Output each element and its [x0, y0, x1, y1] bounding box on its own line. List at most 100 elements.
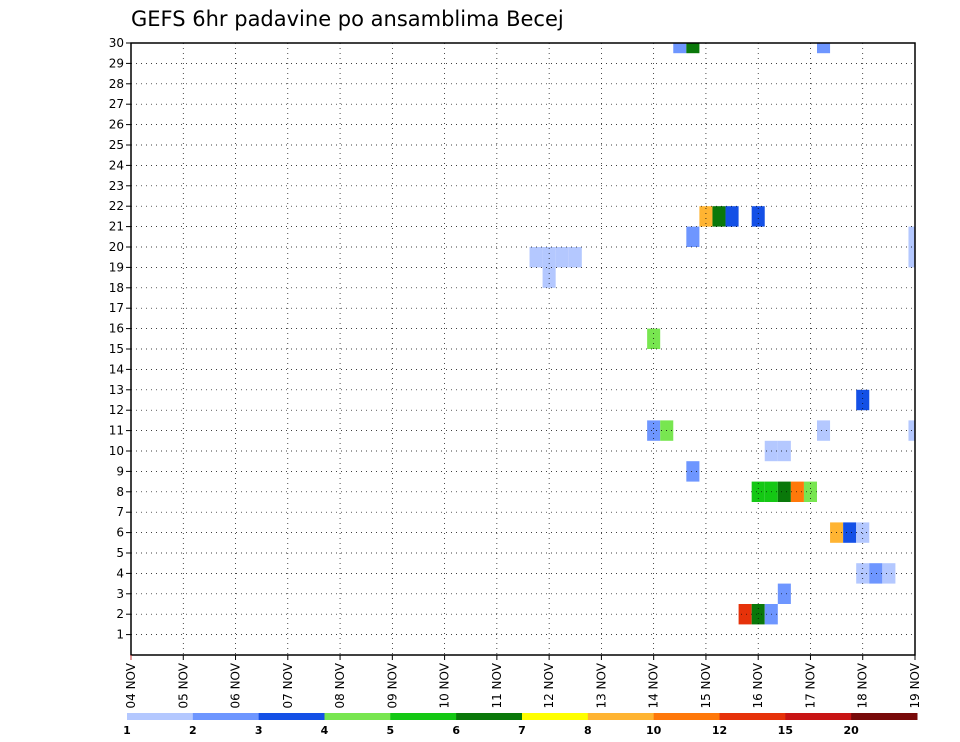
colorbar-label: 7	[518, 724, 526, 737]
precip-cell	[673, 43, 687, 54]
colorbar-swatch	[390, 713, 457, 720]
y-tick-label: 6	[116, 526, 124, 540]
x-tick-label: 16 NOV	[751, 662, 765, 708]
y-tick-label: 3	[116, 587, 124, 601]
precip-cell	[568, 247, 582, 268]
colorbar-label: 15	[778, 724, 793, 737]
x-tick-label: 08 NOV	[333, 662, 347, 708]
y-tick-label: 22	[109, 199, 124, 213]
colorbar-label: 2	[189, 724, 197, 737]
precip-cell	[647, 420, 661, 441]
colorbar-swatch	[851, 713, 918, 720]
colorbar-swatch	[456, 713, 523, 720]
precip-cell	[817, 43, 831, 54]
colorbar-swatch	[324, 713, 391, 720]
precip-cell	[738, 604, 752, 625]
precip-cell	[751, 206, 765, 227]
precip-cell	[699, 206, 713, 227]
y-tick-label: 15	[109, 342, 124, 356]
precip-cell	[777, 583, 791, 604]
colorbar-label: 1	[123, 724, 131, 737]
x-tick-label: 19 NOV	[908, 662, 922, 708]
precip-cell	[555, 247, 569, 268]
x-tick-label: 07 NOV	[281, 662, 295, 708]
y-tick-label: 9	[116, 464, 124, 478]
colorbar-label: 20	[844, 724, 860, 737]
y-tick-label: 11	[109, 424, 124, 438]
x-tick-label: 18 NOV	[856, 662, 870, 708]
y-tick-label: 26	[109, 118, 124, 132]
colorbar-swatch	[719, 713, 786, 720]
plot-frame	[130, 42, 916, 656]
x-tick-label: 14 NOV	[647, 662, 661, 708]
x-tick-label: 06 NOV	[229, 662, 243, 708]
precip-cell	[856, 522, 870, 543]
precip-cell	[777, 440, 791, 462]
precip-cell	[856, 389, 870, 411]
colorbar-swatch	[127, 713, 194, 720]
precip-cell	[882, 563, 896, 584]
grid-lines	[131, 42, 915, 655]
x-tick-label: 09 NOV	[385, 662, 399, 708]
precip-cell	[869, 563, 883, 584]
x-tick-label: 17 NOV	[803, 662, 817, 708]
y-tick-label: 10	[109, 444, 124, 458]
precip-cell	[803, 481, 817, 502]
precip-cell	[908, 247, 915, 268]
y-tick-label: 21	[109, 220, 124, 234]
precip-cell	[790, 481, 804, 502]
colorbar-legend: 1 2 3 4 5 6 7 8 10 12 15 20	[123, 713, 918, 737]
colorbar-label: 8	[584, 724, 592, 737]
x-tick-label: 05 NOV	[176, 662, 190, 708]
x-tick-label: 04 NOV	[124, 662, 138, 708]
precip-cell	[686, 43, 700, 54]
x-tick-label: 15 NOV	[699, 662, 713, 708]
y-tick-label: 12	[109, 403, 124, 417]
y-tick-label: 1	[116, 628, 124, 642]
chart-title: GEFS 6hr padavine po ansamblima Becej	[131, 7, 564, 31]
y-tick-label: 23	[109, 179, 124, 193]
precip-cell	[686, 226, 700, 247]
y-tick-label: 25	[109, 138, 124, 152]
x-tick-label: 12 NOV	[542, 662, 556, 708]
colorbar-label: 5	[387, 724, 395, 737]
y-tick-label: 19	[109, 260, 124, 274]
precip-cell	[777, 481, 791, 502]
precip-cell	[908, 226, 915, 247]
y-tick-label: 28	[109, 77, 124, 91]
precip-cell	[529, 247, 543, 268]
y-tick-label: 16	[109, 322, 124, 336]
y-tick-label: 27	[109, 97, 124, 111]
y-tick-label: 5	[116, 546, 124, 560]
colorbar-label: 10	[646, 724, 662, 737]
colorbar-swatch	[785, 713, 852, 720]
precip-cell	[542, 247, 556, 268]
precip-cell	[751, 481, 765, 502]
precip-cell	[725, 206, 739, 227]
x-tick-label: 10 NOV	[438, 662, 452, 708]
y-tick-label: 7	[116, 505, 124, 519]
precipitation-cells	[529, 43, 915, 625]
y-tick-label: 29	[109, 56, 124, 70]
precip-cell	[686, 461, 700, 482]
precip-cell	[817, 420, 831, 441]
y-tick-label: 4	[116, 566, 124, 580]
x-tick-label: 13 NOV	[594, 662, 608, 708]
y-tick-label: 30	[109, 36, 124, 50]
precip-cell	[712, 206, 726, 227]
colorbar-swatch	[192, 713, 260, 720]
colorbar-swatch	[258, 713, 325, 720]
colorbar-label: 12	[712, 724, 727, 737]
colorbar-swatch	[522, 713, 589, 720]
colorbar-label: 3	[255, 724, 263, 737]
y-tick-label: 14	[109, 362, 124, 376]
y-tick-label: 2	[116, 607, 124, 621]
precip-cell	[542, 267, 556, 288]
precip-cell	[751, 604, 765, 625]
y-tick-label: 8	[116, 485, 124, 499]
y-tick-label: 17	[109, 301, 124, 315]
y-tick-label: 20	[109, 240, 124, 254]
y-tick-label: 18	[109, 281, 124, 295]
x-axis: 04 NOV 05 NOV 06 NOV 07 NOV 08 NOV 09 NOV 10 N…	[124, 655, 922, 709]
